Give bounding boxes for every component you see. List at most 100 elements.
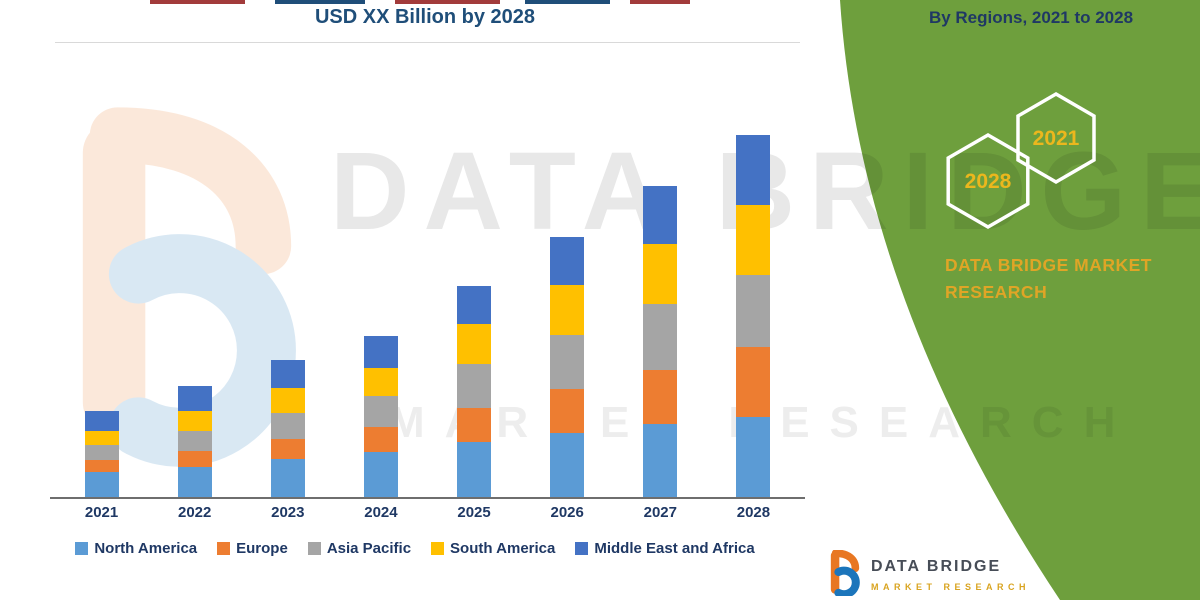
hexagon-2028-label: 2028 <box>965 170 1012 193</box>
plot-area <box>55 42 800 497</box>
bar-segment-europe-2026 <box>550 389 585 433</box>
bar-segment-south-america-2022 <box>177 411 212 431</box>
bar-segment-asia-pacific-2022 <box>177 431 212 451</box>
bar-stack-2023 <box>270 360 305 497</box>
bar-column-2023 <box>241 42 334 497</box>
legend: North America Europe Asia Pacific South Ame… <box>20 540 810 557</box>
bar-segment-middle-east-and-africa-2025 <box>457 286 492 324</box>
bar-stack-2021 <box>84 411 119 497</box>
x-tick-label-2023: 2023 <box>271 504 305 521</box>
legend-label-north-america: North America <box>94 540 198 557</box>
bar-stack-2022 <box>177 386 212 497</box>
legend-label-middle-east-and-africa: Middle East and Africa <box>594 540 755 557</box>
chart-title: USD XX Billion by 2028 <box>314 6 536 28</box>
hexagon-2028: 2028 <box>946 132 1030 230</box>
hexagon-2021: 2021 <box>1016 91 1096 185</box>
bar-segment-europe-2024 <box>363 427 398 452</box>
brand-text-line1: DATA BRIDGE MARKET <box>945 255 1152 275</box>
bar-segment-europe-2021 <box>84 460 119 472</box>
bar-column-2024 <box>334 42 427 497</box>
bar-segment-asia-pacific-2023 <box>270 413 305 439</box>
x-tick-label-2025: 2025 <box>457 504 491 521</box>
bar-column-2028 <box>707 42 800 497</box>
bar-segment-europe-2022 <box>177 451 212 467</box>
bar-segment-south-america-2021 <box>84 431 119 445</box>
bar-column-2027 <box>614 42 707 497</box>
legend-label-europe: Europe <box>236 540 288 557</box>
legend-item-north-america: North America <box>75 540 197 557</box>
bar-segment-europe-2025 <box>457 408 492 442</box>
bar-stack-2026 <box>550 237 585 497</box>
x-tick-label-2021: 2021 <box>84 504 119 521</box>
bar-segment-south-america-2023 <box>270 388 305 413</box>
bar-segment-middle-east-and-africa-2021 <box>84 411 119 431</box>
x-tick-label-2028: 2028 <box>736 504 771 521</box>
bar-segment-middle-east-and-africa-2028 <box>736 135 771 205</box>
x-axis-labels: 2021 2022 2023 2024 2025 2026 2027 2028 <box>55 504 800 521</box>
legend-label-south-america: South America <box>450 540 556 557</box>
hexagon-2021-label: 2021 <box>1033 127 1080 150</box>
bar-segment-asia-pacific-2021 <box>84 445 119 460</box>
footer-logo-name: DATA BRIDGE <box>871 558 1002 575</box>
footer-logo: DATA BRIDGE MARKET RESEARCH <box>828 550 1078 600</box>
bar-segment-south-america-2026 <box>550 285 585 335</box>
bar-segment-middle-east-and-africa-2023 <box>270 360 305 388</box>
year-hexagons: 2028 2021 <box>946 91 1096 230</box>
bar-segment-asia-pacific-2027 <box>643 304 678 370</box>
bar-column-2021 <box>55 42 148 497</box>
x-tick-label-2024: 2024 <box>364 504 398 521</box>
bar-segment-middle-east-and-africa-2022 <box>177 386 212 411</box>
bar-stack-2028 <box>736 135 771 497</box>
x-axis-line <box>50 497 805 499</box>
legend-label-asia-pacific: Asia Pacific <box>326 540 412 557</box>
bar-segment-asia-pacific-2024 <box>363 396 398 427</box>
footer-logo-subtext: MARKET RESEARCH <box>871 582 1031 592</box>
legend-swatch-europe <box>217 542 231 555</box>
brand-text: DATA BRIDGE MARKET RESEARCH <box>945 252 1152 306</box>
bar-column-2026 <box>521 42 614 497</box>
top-gridline <box>55 42 800 43</box>
bar-column-2025 <box>428 42 521 497</box>
brand-text-line2: RESEARCH <box>945 282 1048 302</box>
bar-segment-north-america-2023 <box>270 459 305 497</box>
legend-item-south-america: South America <box>431 540 555 557</box>
bar-segment-asia-pacific-2028 <box>736 275 771 347</box>
bar-segment-asia-pacific-2026 <box>550 335 585 389</box>
bar-segment-south-america-2028 <box>736 205 771 275</box>
bar-stack-2025 <box>457 286 492 497</box>
bar-column-2022 <box>148 42 241 497</box>
bar-segment-north-america-2027 <box>643 424 678 497</box>
bar-segment-south-america-2025 <box>457 324 492 364</box>
bar-stack-2024 <box>363 336 398 497</box>
cropped-title-remnant <box>150 0 690 4</box>
bar-segment-middle-east-and-africa-2024 <box>363 336 398 368</box>
bar-segment-north-america-2024 <box>363 452 398 497</box>
footer-logo-mark <box>830 550 860 596</box>
x-tick-label-2022: 2022 <box>178 504 212 521</box>
bar-segment-europe-2023 <box>270 439 305 459</box>
bar-segment-north-america-2025 <box>457 442 492 497</box>
legend-swatch-south-america <box>431 542 445 555</box>
x-tick-label-2027: 2027 <box>643 504 677 521</box>
x-tick-label-2026: 2026 <box>550 504 584 521</box>
bar-segment-europe-2028 <box>736 347 771 417</box>
legend-item-asia-pacific: Asia Pacific <box>307 540 412 557</box>
legend-swatch-asia-pacific <box>307 542 321 555</box>
bar-segment-north-america-2021 <box>84 472 119 497</box>
bar-segment-south-america-2024 <box>363 368 398 396</box>
bar-segment-europe-2027 <box>643 370 678 424</box>
bar-segment-north-america-2026 <box>550 433 585 497</box>
bar-segment-middle-east-and-africa-2027 <box>643 186 678 244</box>
legend-item-europe: Europe <box>217 540 288 557</box>
bar-stack-2027 <box>643 186 678 497</box>
legend-item-middle-east-and-africa: Middle East and Africa <box>575 540 755 557</box>
legend-swatch-middle-east-and-africa <box>575 542 589 555</box>
bar-segment-south-america-2027 <box>643 244 678 304</box>
legend-swatch-north-america <box>75 542 89 555</box>
panel-heading: By Regions, 2021 to 2028 <box>928 8 1134 27</box>
bar-segment-middle-east-and-africa-2026 <box>550 237 585 285</box>
bar-segment-asia-pacific-2025 <box>457 364 492 408</box>
bar-segment-north-america-2022 <box>177 467 212 497</box>
bar-segment-north-america-2028 <box>736 417 771 497</box>
